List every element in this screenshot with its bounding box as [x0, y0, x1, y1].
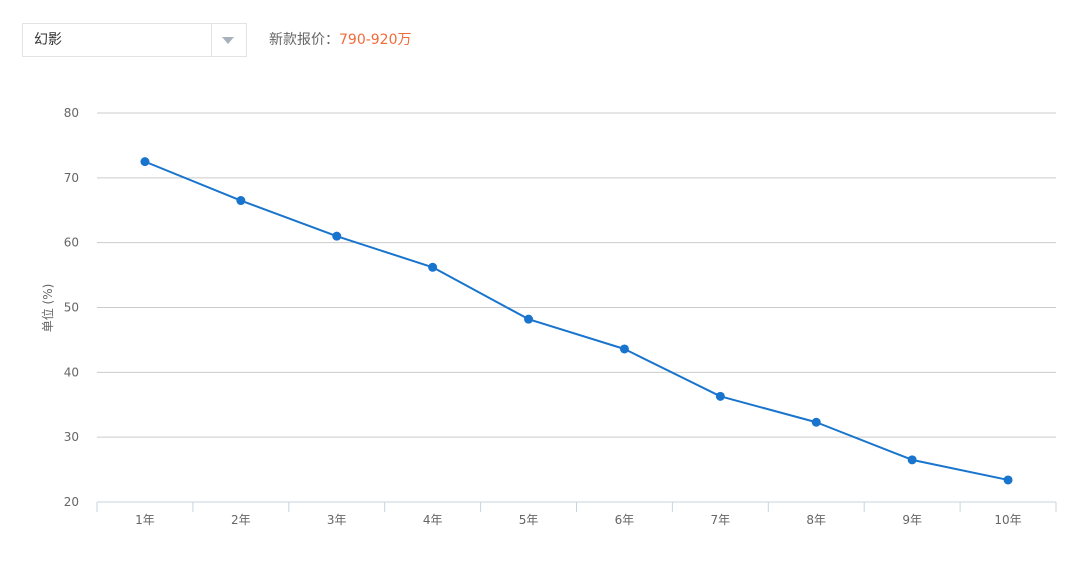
chevron-down-icon[interactable] — [222, 37, 234, 44]
x-tick-label: 2年 — [231, 513, 251, 527]
data-point[interactable] — [811, 417, 821, 427]
select-divider — [211, 24, 212, 56]
series-line-layer — [144, 160, 1009, 481]
grid-lines — [97, 112, 1056, 438]
y-axis-label: 单位 (%) — [40, 284, 55, 333]
data-point[interactable] — [332, 231, 342, 241]
x-tick-label: 10年 — [994, 513, 1021, 527]
price-value: 790-920万 — [339, 32, 412, 48]
x-axis-ticks: 1年 2年 3年 4年 5年 6年 7年 8年 9年 10年 — [135, 513, 1022, 527]
x-tick-label: 1年 — [135, 513, 155, 527]
y-tick-label: 80 — [64, 106, 79, 120]
y-tick-label: 50 — [64, 301, 79, 315]
data-point[interactable] — [907, 455, 917, 465]
data-point[interactable] — [619, 344, 629, 354]
data-point[interactable] — [715, 391, 725, 401]
x-tick-label: 3年 — [327, 513, 347, 527]
price-label: 新款报价 — [269, 32, 325, 48]
x-tick-label: 9年 — [902, 513, 922, 527]
y-tick-label: 70 — [64, 171, 79, 185]
x-tick-label: 4年 — [423, 513, 443, 527]
series-points — [140, 157, 1013, 485]
data-point[interactable] — [140, 157, 150, 167]
model-select-value: 幻影 — [34, 32, 62, 48]
data-point[interactable] — [524, 314, 534, 324]
y-axis-ticks: 20 30 40 50 60 70 80 — [64, 106, 79, 509]
x-tick-label: 6年 — [615, 513, 635, 527]
x-tick-label: 7年 — [711, 513, 731, 527]
top-bar: 幻影 新款报价：790-920万 — [22, 23, 412, 57]
price-separator: ： — [325, 32, 339, 48]
series-line — [144, 160, 1009, 481]
data-point[interactable] — [428, 262, 438, 272]
data-point[interactable] — [1003, 475, 1013, 485]
y-tick-label: 30 — [64, 430, 79, 444]
price-info: 新款报价：790-920万 — [269, 23, 412, 57]
x-axis — [96, 501, 1057, 512]
y-tick-label: 40 — [64, 365, 79, 379]
model-select[interactable]: 幻影 — [22, 23, 247, 57]
data-point[interactable] — [236, 196, 246, 206]
x-tick-label: 5年 — [519, 513, 539, 527]
x-tick-label: 8年 — [806, 513, 826, 527]
y-tick-label: 60 — [64, 236, 79, 250]
y-tick-label: 20 — [64, 495, 79, 509]
